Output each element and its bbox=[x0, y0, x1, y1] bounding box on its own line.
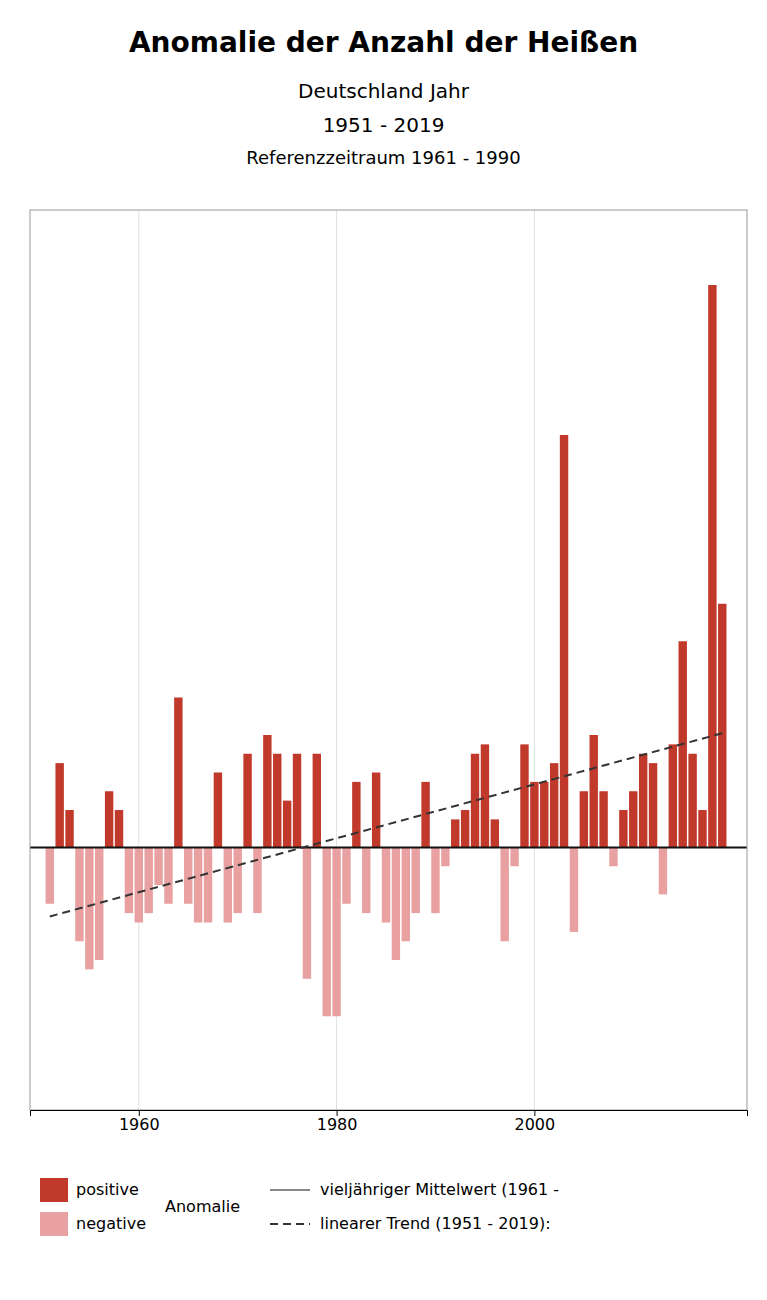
bar bbox=[273, 754, 281, 848]
title: Anomalie der Anzahl der Heißen bbox=[129, 26, 638, 59]
x-tick-label: 1960 bbox=[119, 1115, 160, 1134]
bar bbox=[174, 698, 182, 848]
bar bbox=[530, 782, 538, 848]
bar bbox=[402, 848, 410, 942]
bar bbox=[214, 773, 222, 848]
bar bbox=[342, 848, 350, 904]
bar bbox=[46, 848, 54, 904]
x-tick: 1980 bbox=[317, 1110, 358, 1134]
bar bbox=[560, 435, 568, 848]
bar bbox=[421, 782, 429, 848]
bar bbox=[609, 848, 617, 867]
bar bbox=[194, 848, 202, 923]
x-tick: 2000 bbox=[515, 1110, 556, 1134]
bar bbox=[75, 848, 83, 942]
bar bbox=[619, 810, 627, 848]
bar bbox=[293, 754, 301, 848]
legend-swatch bbox=[40, 1178, 68, 1202]
bar bbox=[491, 819, 499, 847]
legend-label: Anomalie bbox=[165, 1197, 240, 1216]
bar bbox=[125, 848, 133, 914]
bar bbox=[481, 744, 489, 847]
bar bbox=[659, 848, 667, 895]
bar bbox=[115, 810, 123, 848]
bar bbox=[164, 848, 172, 904]
trend-line bbox=[50, 733, 722, 916]
bar bbox=[184, 848, 192, 904]
bar bbox=[411, 848, 419, 914]
bar bbox=[352, 782, 360, 848]
bar bbox=[263, 735, 271, 848]
subtitle: 1951 - 2019 bbox=[323, 113, 445, 137]
bar bbox=[688, 754, 696, 848]
grid bbox=[139, 210, 535, 1110]
plot-area: 1960 1980 2000 bbox=[30, 210, 748, 1134]
bar bbox=[639, 754, 647, 848]
bar bbox=[510, 848, 518, 867]
legend-label: linearer Trend (1951 - 2019): bbox=[320, 1214, 551, 1233]
bar bbox=[501, 848, 509, 942]
bar bbox=[283, 801, 291, 848]
bar bbox=[540, 782, 548, 848]
bar bbox=[698, 810, 706, 848]
bar bbox=[55, 763, 63, 847]
x-grid-line bbox=[138, 210, 139, 1110]
bar bbox=[135, 848, 143, 923]
bar bbox=[392, 848, 400, 961]
subtitle: Referenzzeitraum 1961 - 1990 bbox=[246, 147, 520, 168]
zero-line bbox=[30, 847, 747, 849]
legend-label: negative bbox=[76, 1214, 146, 1233]
bar bbox=[580, 791, 588, 847]
legend-label: vieljähriger Mittelwert (1961 - bbox=[320, 1180, 559, 1199]
bar bbox=[204, 848, 212, 923]
bar bbox=[718, 604, 726, 848]
bar bbox=[550, 763, 558, 847]
bar bbox=[629, 791, 637, 847]
title-block: Anomalie der Anzahl der Heißen Deutschlan… bbox=[129, 26, 638, 168]
bar bbox=[362, 848, 370, 914]
x-tick: 1960 bbox=[119, 1110, 160, 1134]
bar bbox=[303, 848, 311, 979]
x-axis: 1960 1980 2000 bbox=[31, 1110, 748, 1134]
bar bbox=[590, 735, 598, 848]
legend-label: positive bbox=[76, 1180, 139, 1199]
bar bbox=[649, 763, 657, 847]
bar bbox=[243, 754, 251, 848]
legend: positive negative Anomalie vieljähriger Mit… bbox=[40, 1178, 559, 1236]
legend-line bbox=[270, 1189, 310, 1191]
subtitle: Deutschland Jahr bbox=[298, 79, 470, 103]
bar bbox=[154, 848, 162, 886]
bar bbox=[233, 848, 241, 914]
bar bbox=[599, 791, 607, 847]
bar bbox=[451, 819, 459, 847]
bar bbox=[570, 848, 578, 932]
x-grid-line bbox=[534, 210, 535, 1110]
bar bbox=[669, 744, 677, 847]
bar bbox=[520, 744, 528, 847]
bar bbox=[372, 773, 380, 848]
legend-swatch bbox=[40, 1212, 68, 1236]
x-tick-label: 1980 bbox=[317, 1115, 358, 1134]
bar bbox=[95, 848, 103, 961]
legend-line bbox=[270, 1223, 310, 1225]
x-tick-label: 2000 bbox=[515, 1115, 556, 1134]
bar bbox=[85, 848, 93, 970]
bar bbox=[322, 848, 330, 1017]
bar bbox=[313, 754, 321, 848]
marks bbox=[30, 285, 747, 1016]
bars bbox=[46, 285, 727, 1016]
bar bbox=[224, 848, 232, 923]
bar bbox=[431, 848, 439, 914]
bar bbox=[253, 848, 261, 914]
bar bbox=[461, 810, 469, 848]
plot-frame bbox=[30, 210, 747, 1110]
bar bbox=[332, 848, 340, 1017]
bar bbox=[144, 848, 152, 914]
bar bbox=[708, 285, 716, 848]
bar bbox=[65, 810, 73, 848]
bar bbox=[441, 848, 449, 867]
bar bbox=[382, 848, 390, 923]
bar bbox=[105, 791, 113, 847]
